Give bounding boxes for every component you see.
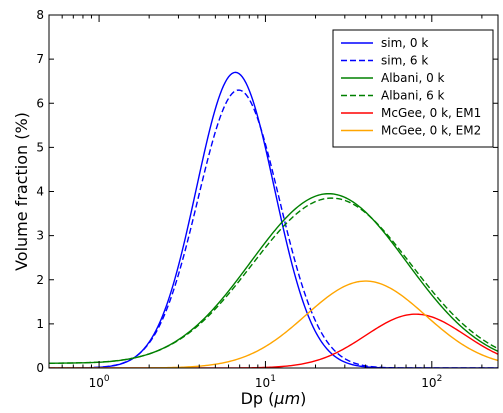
x-tick-label: 101 — [255, 374, 276, 390]
y-axis-label: Volume fraction (%) — [12, 112, 31, 271]
ticks-layer: 0 1 2 3 4 5 6 7 8 100 101 102 — [36, 8, 498, 390]
y-tick-label: 0 — [36, 361, 44, 375]
series-line-4 — [49, 197, 498, 364]
x-axis-label-main: Dp ( — [241, 389, 275, 408]
series-line-3 — [49, 192, 498, 364]
x-axis-label: Dp (μm) — [241, 389, 307, 408]
legend-label-4: Albani, 6 k — [381, 89, 445, 103]
y-tick-label: 6 — [36, 96, 44, 110]
legend: sim, 0 k sim, 6 k Albani, 0 k Albani, 6 k Mc… — [332, 29, 494, 148]
y-tick-label: 4 — [36, 185, 44, 199]
legend-label-5: McGee, 0 k, EM1 — [381, 106, 481, 120]
y-tick-label: 8 — [36, 8, 44, 22]
legend-label-6: McGee, 0 k, EM2 — [381, 124, 481, 138]
legend-box — [332, 29, 494, 148]
y-tick-label: 1 — [36, 317, 44, 331]
legend-label-2: sim, 6 k — [381, 54, 428, 68]
series-layer — [49, 71, 498, 368]
x-tick-label: 100 — [89, 374, 110, 390]
series-line-5 — [49, 313, 498, 368]
x-axis-label-end: ) — [300, 389, 306, 408]
y-tick-label: 2 — [36, 273, 44, 287]
legend-label-3: Albani, 0 k — [381, 71, 445, 85]
legend-label-1: sim, 0 k — [381, 36, 428, 50]
x-axis-label-unit: μm — [273, 389, 300, 408]
y-tick-label: 3 — [36, 229, 44, 243]
y-tick-label: 7 — [36, 52, 44, 66]
y-tick-label: 5 — [36, 140, 44, 154]
x-tick-label: 102 — [421, 374, 442, 390]
series-line-2 — [49, 89, 498, 368]
